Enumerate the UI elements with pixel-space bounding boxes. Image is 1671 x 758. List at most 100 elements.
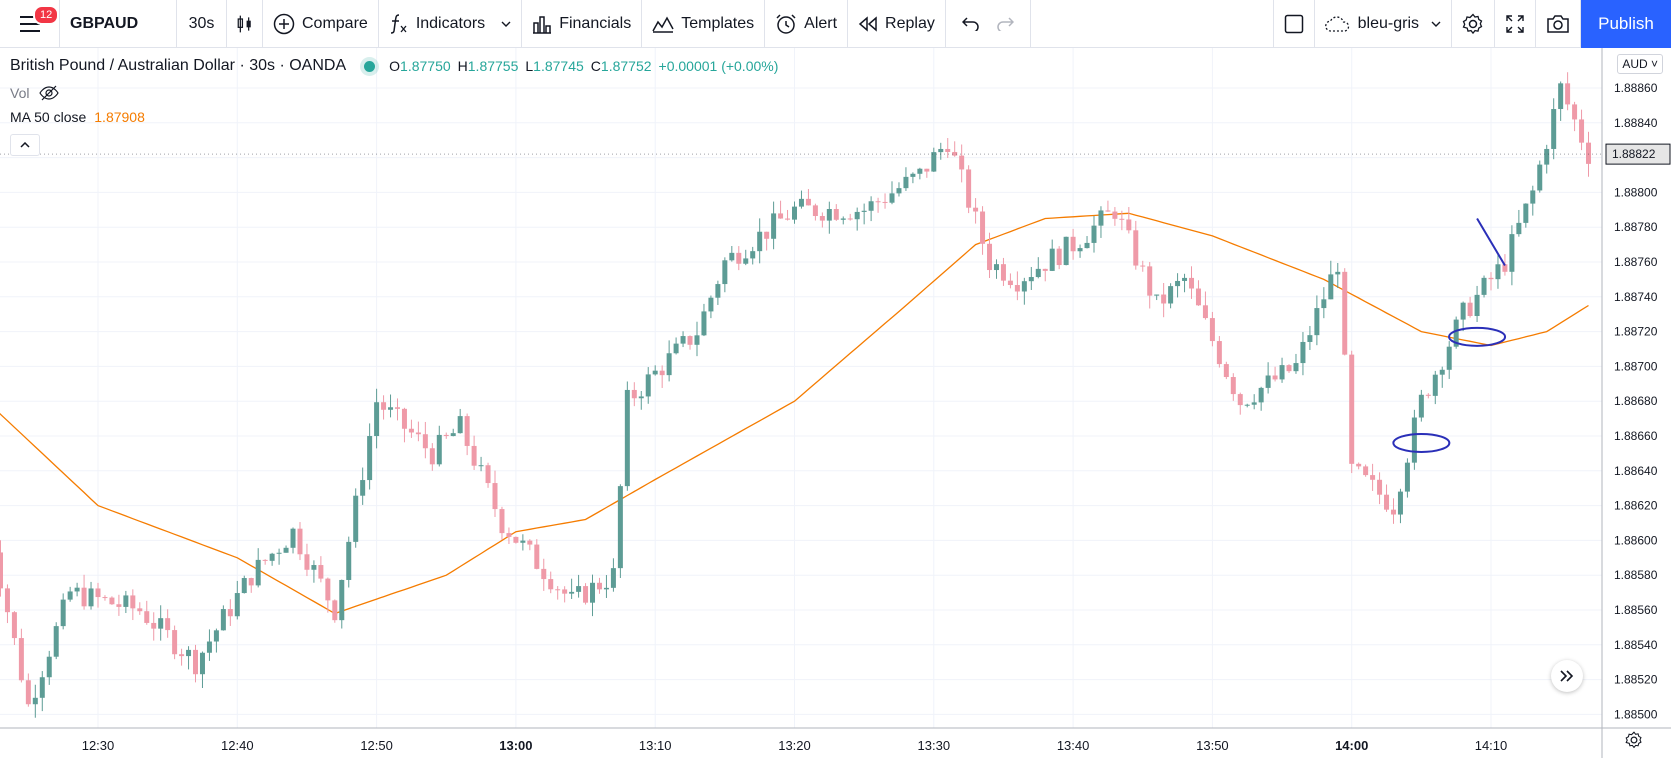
replay-button[interactable]: Replay: [848, 0, 946, 48]
candle-body: [1300, 342, 1305, 363]
price-tick-label: 1.88840: [1614, 116, 1658, 130]
candle-body: [304, 554, 309, 570]
candle-body: [1126, 219, 1131, 230]
candle-body: [513, 537, 518, 543]
time-tick-label: 13:10: [639, 738, 672, 753]
chevron-down-icon[interactable]: [501, 21, 511, 27]
volume-label[interactable]: Vol: [10, 85, 29, 101]
candle-body: [291, 529, 296, 548]
gear-icon: [1462, 13, 1484, 35]
undo-icon[interactable]: [962, 17, 980, 31]
candle-body: [499, 509, 504, 533]
snapshot-button[interactable]: [1536, 0, 1581, 48]
candle-body: [639, 396, 644, 398]
chart-legend: British Pound / Australian Dollar · 30s …: [10, 54, 785, 156]
candle-body: [1001, 264, 1006, 280]
candle-body: [1572, 104, 1577, 119]
candle-body: [938, 149, 943, 152]
candle-body: [61, 600, 66, 626]
ohlc-low: L1.87745: [525, 58, 583, 74]
candle-body: [1314, 308, 1319, 335]
ma-label[interactable]: MA 50 close: [10, 109, 86, 125]
publish-button[interactable]: Publish: [1581, 0, 1671, 48]
alert-button[interactable]: Alert: [765, 0, 848, 48]
price-tick-label: 1.88540: [1614, 638, 1658, 652]
currency-selector[interactable]: AUD ˅: [1617, 54, 1663, 74]
compare-label: Compare: [302, 15, 368, 33]
candle-body: [1105, 210, 1110, 211]
square-icon: [1284, 14, 1304, 34]
symbol-search-button[interactable]: GBPAUD: [60, 0, 177, 48]
redo-icon[interactable]: [996, 17, 1014, 31]
candle-body: [785, 219, 790, 220]
collapse-legend-button[interactable]: [10, 134, 40, 156]
candle-body: [1363, 466, 1368, 475]
candle-body: [1224, 364, 1229, 377]
candle-body: [1287, 365, 1292, 371]
candle-body: [353, 496, 358, 542]
settings-button[interactable]: [1452, 0, 1495, 48]
candle-body: [1210, 318, 1215, 341]
symbol-title[interactable]: British Pound / Australian Dollar · 30s …: [10, 57, 346, 75]
candle-body: [959, 156, 964, 170]
candle-body: [841, 218, 846, 219]
time-tick-label: 14:00: [1335, 738, 1368, 753]
candle-body: [493, 483, 498, 509]
candle-body: [813, 205, 818, 216]
ohlc-high: H1.87755: [458, 58, 519, 74]
candle-body: [660, 371, 665, 375]
price-tick-label: 1.88740: [1614, 290, 1658, 304]
price-tick-label: 1.88680: [1614, 394, 1658, 408]
candle-body: [688, 336, 693, 345]
candle-body: [903, 177, 908, 188]
compare-button[interactable]: Compare: [263, 0, 379, 48]
time-tick-label: 13:40: [1057, 738, 1090, 753]
candle-body: [506, 533, 511, 537]
candle-body: [116, 604, 121, 607]
chart-type-button[interactable]: [227, 0, 263, 48]
candle-body: [722, 260, 727, 284]
candle-body: [848, 218, 853, 219]
candle-body: [1468, 303, 1473, 316]
candle-body: [806, 199, 811, 206]
fullscreen-button[interactable]: [1495, 0, 1536, 48]
financials-button[interactable]: Financials: [522, 0, 642, 48]
interval-button[interactable]: 30s: [177, 0, 227, 48]
templates-label: Templates: [681, 15, 754, 33]
price-tick-label: 1.88520: [1614, 673, 1658, 687]
candle-body: [750, 251, 755, 258]
candle-body: [910, 174, 915, 177]
candle-body: [1558, 83, 1563, 109]
candle-body: [792, 207, 797, 220]
candle-body: [1398, 492, 1403, 515]
time-axis[interactable]: 12:30 12:40 12:50 13:00 13:10 13:20 13:30 13:40…: [0, 728, 1671, 753]
bar-chart-icon: [532, 14, 552, 34]
axis-settings-button[interactable]: [1625, 731, 1643, 754]
templates-button[interactable]: Templates: [642, 0, 765, 48]
candle-body: [1544, 149, 1549, 165]
expand-icon: [1505, 14, 1525, 34]
candle-body: [388, 407, 393, 410]
scroll-to-realtime-button[interactable]: [1551, 660, 1583, 692]
ohlc-close: C1.87752: [591, 58, 652, 74]
candle-body: [1057, 249, 1062, 265]
layout-button[interactable]: bleu-gris: [1315, 0, 1452, 48]
fullscreen-toggle-button[interactable]: [1273, 0, 1315, 48]
candle-body: [19, 638, 24, 680]
price-tick-label: 1.88660: [1614, 429, 1658, 443]
price-tick-label: 1.88760: [1614, 255, 1658, 269]
candle-body: [33, 698, 38, 704]
candle-body: [374, 402, 379, 436]
candle-body: [590, 583, 595, 603]
main-menu-button[interactable]: 12: [0, 0, 60, 48]
candle-body: [757, 232, 762, 251]
indicators-button[interactable]: Indicators: [379, 0, 522, 48]
candle-body: [89, 588, 94, 606]
candle-body: [1071, 237, 1076, 251]
candle-body: [47, 657, 52, 678]
candle-body: [1579, 119, 1584, 142]
eye-crossed-icon[interactable]: [39, 85, 59, 101]
time-tick-label: 13:00: [499, 738, 532, 753]
candle-body: [75, 588, 80, 592]
candle-body: [409, 429, 414, 433]
